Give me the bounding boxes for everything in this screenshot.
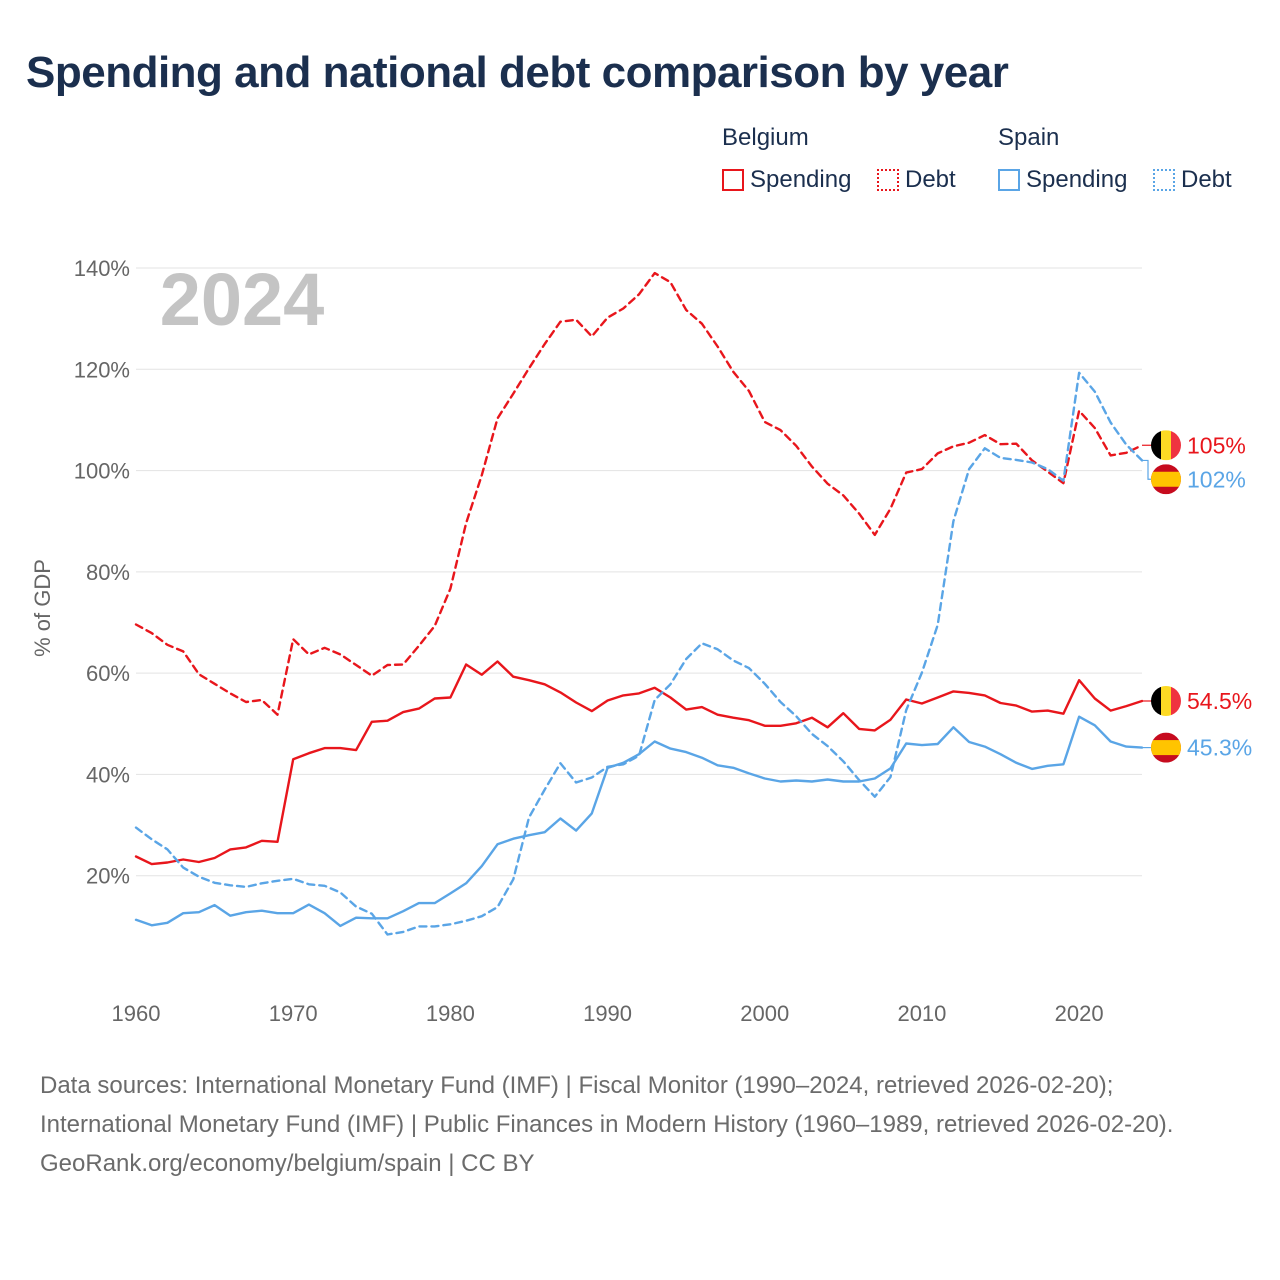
- series-spain-spending[interactable]: [134, 715, 1144, 928]
- flag-belgium-icon: [1151, 430, 1181, 461]
- flag-spain-icon: [1151, 464, 1181, 495]
- footer: Data sources: International Monetary Fun…: [40, 1066, 1240, 1183]
- y-tick-label: 100%: [74, 459, 130, 484]
- end-label-spain-spending: 45.3%: [1187, 735, 1252, 761]
- x-tick-label: 1970: [269, 1001, 318, 1026]
- end-label-belgium-debt: 105%: [1187, 432, 1246, 458]
- y-axis: 20% 40% 60% 80% 100% 120% 140%: [74, 256, 130, 889]
- data-sources: Data sources: International Monetary Fun…: [40, 1072, 1174, 1138]
- x-axis: 1960 1970 1980 1990 2000 2010 2020: [112, 1001, 1104, 1026]
- x-tick-label: 2000: [740, 1001, 789, 1026]
- y-tick-label: 80%: [86, 560, 130, 585]
- y-tick-label: 120%: [74, 357, 130, 382]
- gridlines: [136, 267, 1142, 877]
- y-tick-label: 20%: [86, 864, 130, 889]
- y-axis-label: % of GDP: [30, 559, 55, 657]
- series-belgium-debt[interactable]: [134, 271, 1144, 716]
- series-lines: [134, 271, 1144, 936]
- series-spain-debt[interactable]: [134, 371, 1144, 936]
- x-tick-label: 1980: [426, 1001, 475, 1026]
- credit: GeoRank.org/economy/belgium/spain | CC B…: [40, 1150, 535, 1177]
- end-marker-spain-debt: 102%: [1142, 459, 1246, 495]
- line-chart: 20% 40% 60% 80% 100% 120% 140% 1960 1970 1980 199…: [30, 256, 1252, 1026]
- series-belgium-spending[interactable]: [134, 660, 1144, 866]
- y-tick-label: 40%: [86, 762, 130, 787]
- flag-spain-icon: [1151, 732, 1181, 763]
- x-tick-label: 2010: [897, 1001, 946, 1026]
- x-tick-label: 1960: [112, 1001, 161, 1026]
- end-marker-belgium-spending: 54.5%: [1142, 685, 1252, 716]
- y-tick-label: 140%: [74, 256, 130, 281]
- y-tick-label: 60%: [86, 661, 130, 686]
- flag-belgium-icon: [1151, 685, 1181, 716]
- connector-spain-debt: [1142, 459, 1152, 480]
- end-labels: 54.5% 105% 45.3% 102%: [1142, 430, 1252, 763]
- x-tick-label: 1990: [583, 1001, 632, 1026]
- end-marker-spain-spending: 45.3%: [1142, 732, 1252, 763]
- chart-title: Spending and national debt comparison by…: [26, 48, 1009, 97]
- end-label-spain-debt: 102%: [1187, 466, 1246, 492]
- end-marker-belgium-debt: 105%: [1142, 430, 1246, 461]
- x-tick-label: 2020: [1055, 1001, 1104, 1026]
- year-watermark: 2024: [160, 258, 325, 341]
- end-label-belgium-spending: 54.5%: [1187, 688, 1252, 714]
